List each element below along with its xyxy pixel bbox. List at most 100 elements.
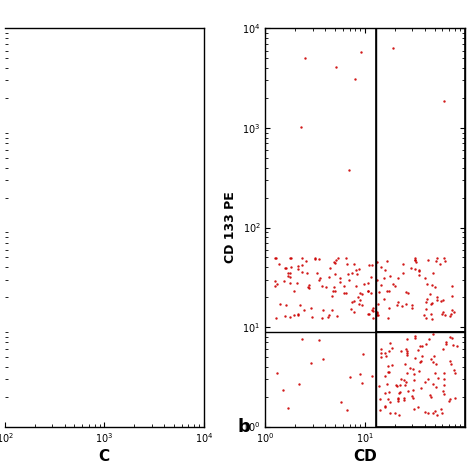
- Point: [26, 277, 33, 284]
- Point: [18, 268, 26, 275]
- Point: [41, 293, 48, 301]
- Point: [442, 338, 449, 346]
- Point: [45, 285, 52, 293]
- Point: [55, 241, 63, 249]
- Point: [20, 180, 28, 188]
- Point: [35, 334, 42, 341]
- Point: [31, 74, 39, 82]
- Point: [57, 248, 65, 255]
- Point: [31, 301, 39, 308]
- Point: [38, 243, 46, 250]
- Point: [1, 220, 9, 228]
- Point: [20, 243, 27, 251]
- Point: [32, 274, 40, 282]
- Point: [27, 278, 35, 286]
- Point: [16, 303, 24, 310]
- Point: [1, 318, 9, 325]
- Point: [2, 337, 10, 345]
- Point: [30, 275, 38, 283]
- Point: [5, 309, 12, 316]
- Point: [1, 326, 9, 333]
- Point: [128, 168, 136, 176]
- Point: [12, 316, 20, 324]
- Point: [23, 247, 30, 255]
- Point: [45, 256, 52, 264]
- Point: [33, 293, 41, 301]
- Point: [41, 312, 48, 320]
- Point: [26, 264, 33, 272]
- Point: [38, 289, 46, 297]
- Point: [13, 296, 20, 303]
- Point: [1, 309, 9, 316]
- Point: [80, 58, 87, 65]
- Point: [16, 314, 23, 322]
- Point: [49, 251, 56, 258]
- Point: [11, 241, 19, 249]
- Point: [33, 294, 41, 301]
- Point: [21, 340, 29, 347]
- Point: [20, 320, 28, 328]
- Point: [121, 171, 128, 178]
- Point: [24, 323, 31, 330]
- Point: [18, 310, 26, 318]
- Point: [27, 300, 35, 308]
- Point: [34, 279, 41, 286]
- Point: [30, 237, 37, 245]
- Point: [40, 322, 48, 329]
- Point: [1, 345, 9, 352]
- Point: [68, 232, 76, 239]
- Point: [305, 282, 313, 289]
- Point: [13, 302, 21, 310]
- Point: [50, 305, 57, 312]
- Point: [34, 328, 41, 335]
- Point: [37, 260, 45, 267]
- Point: [26, 295, 34, 303]
- Point: [12, 310, 19, 318]
- Point: [18, 305, 26, 313]
- Point: [9, 284, 17, 292]
- Point: [35, 342, 43, 349]
- Point: [6, 315, 14, 322]
- Point: [1, 306, 9, 314]
- Point: [14, 259, 21, 266]
- Point: [47, 276, 55, 283]
- Point: [86, 322, 93, 330]
- Point: [56, 335, 64, 342]
- Point: [1, 255, 9, 263]
- Point: [441, 257, 449, 264]
- Point: [29, 319, 37, 327]
- Point: [30, 265, 38, 273]
- Point: [35, 331, 42, 339]
- Point: [20, 251, 27, 258]
- Point: [45, 294, 52, 301]
- Point: [36, 266, 43, 273]
- Point: [141, 353, 148, 361]
- Point: [20, 262, 27, 270]
- Point: [299, 261, 306, 269]
- Point: [38, 331, 46, 338]
- Point: [19, 349, 27, 356]
- Point: [5, 312, 13, 320]
- Point: [355, 293, 362, 301]
- Point: [3, 168, 11, 175]
- Point: [37, 292, 45, 299]
- Point: [46, 325, 54, 332]
- Point: [18, 334, 25, 342]
- Point: [434, 297, 441, 304]
- Point: [113, 86, 120, 93]
- Point: [53, 322, 61, 330]
- Point: [27, 295, 35, 303]
- Point: [1, 298, 9, 306]
- Point: [146, 116, 154, 123]
- Point: [6, 309, 13, 317]
- Point: [59, 239, 67, 247]
- Point: [32, 311, 40, 319]
- Point: [55, 337, 62, 344]
- Point: [30, 249, 38, 256]
- Point: [342, 254, 349, 261]
- Point: [52, 263, 60, 270]
- Point: [43, 225, 51, 232]
- Point: [39, 289, 47, 296]
- Point: [106, 357, 114, 365]
- Point: [26, 313, 33, 320]
